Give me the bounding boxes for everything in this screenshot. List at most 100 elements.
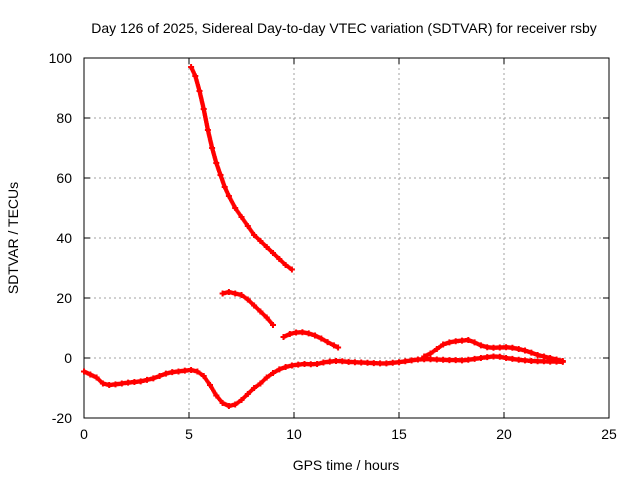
data-point <box>219 290 226 297</box>
data-point <box>389 359 396 366</box>
data-point <box>433 346 440 352</box>
x-tick-label: 0 <box>80 426 88 442</box>
y-tick-label: 80 <box>56 110 72 126</box>
data-point <box>330 342 337 349</box>
data-point <box>213 160 220 166</box>
x-axis-label: GPS time / hours <box>293 457 400 473</box>
data-point <box>414 356 421 363</box>
series-small-bump <box>280 329 342 351</box>
data-point <box>534 358 541 365</box>
data-point <box>125 379 132 386</box>
data-point <box>232 401 239 408</box>
data-point <box>282 262 289 268</box>
data-point <box>559 358 566 364</box>
data-point <box>87 371 94 378</box>
data-point <box>383 360 390 367</box>
data-point <box>515 356 522 363</box>
data-point <box>200 373 207 379</box>
data-point <box>351 359 358 366</box>
data-point <box>484 344 491 351</box>
data-point <box>106 382 113 388</box>
data-point <box>509 344 516 351</box>
data-point <box>433 356 440 363</box>
data-point <box>484 354 491 361</box>
axis-ticks <box>83 57 610 419</box>
data-point <box>440 356 447 363</box>
x-tick-label: 5 <box>185 426 193 442</box>
data-point <box>459 357 465 364</box>
data-point <box>540 353 547 360</box>
data-point <box>427 350 434 357</box>
data-point <box>188 64 195 70</box>
data-point <box>324 339 331 346</box>
data-point <box>471 355 478 362</box>
data-point <box>150 375 157 382</box>
data-point <box>312 332 318 339</box>
data-point <box>282 364 289 370</box>
data-point <box>452 357 459 364</box>
data-point <box>81 368 87 375</box>
data-point <box>156 373 163 379</box>
data-point <box>217 172 224 178</box>
data-point <box>238 214 245 220</box>
data-point <box>93 374 100 381</box>
series-band <box>220 289 275 327</box>
data-point <box>270 370 276 376</box>
data-point <box>295 361 302 368</box>
data-point <box>238 292 245 298</box>
data-point <box>144 376 150 383</box>
series-late-branch <box>421 337 566 364</box>
data-point <box>522 347 528 354</box>
data-point <box>496 344 503 351</box>
data-point <box>257 380 264 387</box>
data-point <box>194 368 201 375</box>
series-band <box>188 64 293 271</box>
data-point <box>396 359 402 366</box>
data-point <box>477 342 484 349</box>
data-point <box>225 289 232 295</box>
data-point <box>286 331 293 337</box>
data-point <box>364 359 371 366</box>
data-point <box>528 349 535 356</box>
y-tick-label: 60 <box>56 170 72 186</box>
data-point <box>232 205 239 211</box>
data-point <box>440 341 447 348</box>
series-upper-branch <box>188 64 295 273</box>
data-point <box>263 314 270 321</box>
data-point <box>213 392 220 399</box>
data-point <box>471 339 478 346</box>
data-point <box>490 353 497 360</box>
data-point <box>496 353 503 360</box>
data-point <box>515 346 522 352</box>
data-point <box>196 88 203 94</box>
data-point <box>370 360 377 367</box>
data-layer <box>81 64 566 409</box>
x-tick-label: 25 <box>601 426 617 442</box>
data-point <box>162 370 169 377</box>
data-point <box>175 368 182 375</box>
data-point <box>257 238 264 244</box>
x-tick-label: 20 <box>496 426 512 442</box>
data-point <box>345 358 352 365</box>
data-point <box>503 344 510 351</box>
data-point <box>305 330 312 337</box>
data-point <box>181 367 188 374</box>
data-point <box>301 361 308 367</box>
data-point <box>232 290 239 297</box>
y-tick-label: 40 <box>56 230 72 246</box>
data-point <box>547 355 554 361</box>
data-point <box>188 367 195 373</box>
data-point <box>270 250 276 256</box>
data-point <box>509 355 516 362</box>
data-point <box>280 334 287 340</box>
data-point <box>137 378 144 385</box>
data-point <box>534 352 541 358</box>
data-point <box>421 353 428 360</box>
y-tick-label: 20 <box>56 290 72 306</box>
data-point <box>307 361 314 368</box>
data-point <box>263 244 270 250</box>
data-point <box>244 223 251 229</box>
data-point <box>251 302 258 309</box>
data-point <box>257 308 264 315</box>
